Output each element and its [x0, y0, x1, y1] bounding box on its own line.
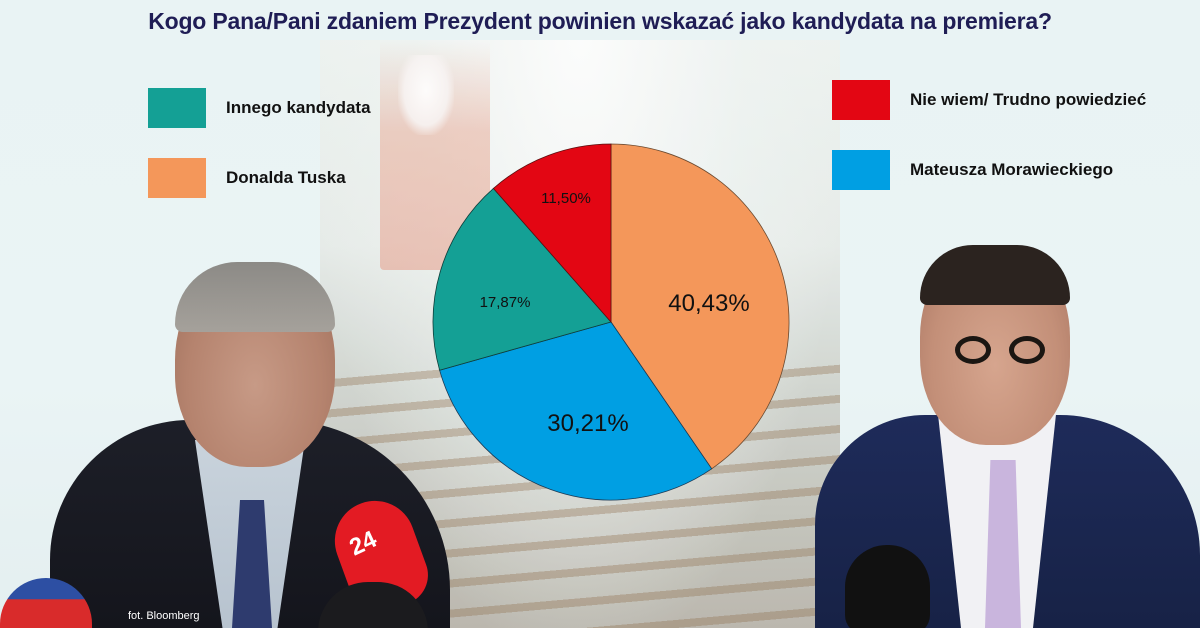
hair — [175, 262, 335, 332]
legend-item-innego-kandydata: Innego kandydata — [148, 88, 371, 128]
tie — [985, 460, 1021, 628]
polish-eagle-emblem — [398, 55, 454, 135]
legend-item-mateusza-morawieckiego: Mateusza Morawieckiego — [832, 150, 1113, 190]
photo-credit: fot. Bloomberg — [128, 610, 200, 622]
legend-swatch — [148, 158, 206, 198]
pie-slice-innego-kandydata — [432, 187, 612, 371]
legend-label: Innego kandydata — [226, 98, 371, 117]
chart-title: Kogo Pana/Pani zdaniem Prezydent powinie… — [148, 8, 1052, 34]
legend-swatch — [832, 150, 890, 190]
legend-label: Donalda Tuska — [226, 168, 346, 187]
legend-label: Nie wiem/ Trudno powiedzieć — [910, 90, 1147, 109]
hair — [920, 245, 1070, 305]
pie-slice-nie-wiem — [492, 143, 612, 324]
pie-slice-mateusza-morawieckiego — [439, 321, 713, 501]
glasses — [955, 336, 1045, 364]
legend-swatch — [148, 88, 206, 128]
legend-item-donalda-tuska: Donalda Tuska — [148, 158, 346, 198]
pie-slice-donalda-tuska — [610, 143, 790, 470]
legend-swatch — [832, 80, 890, 120]
legend-item-nie-wiem: Nie wiem/ Trudno powiedzieć — [832, 80, 1146, 120]
microphone-black — [845, 545, 930, 628]
legend-label: Mateusza Morawieckiego — [910, 160, 1114, 179]
